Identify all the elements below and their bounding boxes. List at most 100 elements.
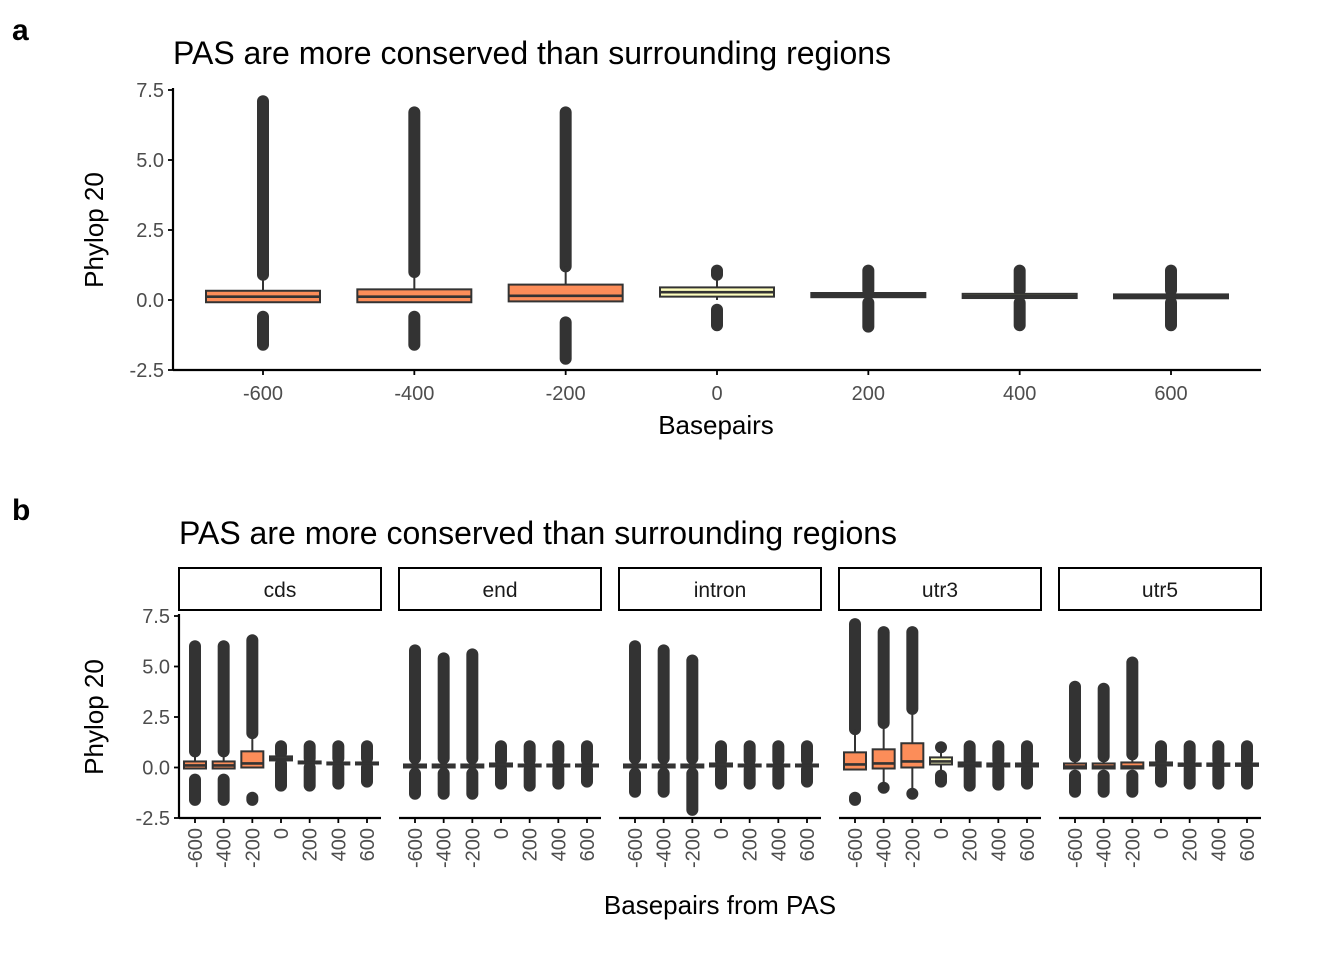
x-tick-label: 0 bbox=[711, 828, 733, 839]
box-x--400 bbox=[431, 652, 456, 800]
facet-strip bbox=[838, 567, 1042, 611]
x-tick-label: -400 bbox=[214, 828, 236, 868]
box-x--400 bbox=[1091, 682, 1116, 798]
x-tick-label: -600 bbox=[185, 828, 207, 868]
x-tick-label: -600 bbox=[243, 383, 283, 405]
panel-a-title: PAS are more conserved than surrounding … bbox=[173, 35, 891, 71]
x-tick-label: 600 bbox=[797, 828, 819, 861]
box-x--400 bbox=[871, 626, 896, 794]
iqr-box bbox=[900, 742, 925, 769]
box-x-0 bbox=[1149, 740, 1173, 788]
box-x--200 bbox=[1120, 656, 1145, 798]
x-tick-label: -600 bbox=[1065, 828, 1087, 868]
x-tick-label: 400 bbox=[328, 828, 350, 861]
x-tick-label: 400 bbox=[1003, 383, 1036, 405]
y-tick-label: 5.0 bbox=[136, 150, 164, 172]
box-x--200 bbox=[680, 654, 705, 816]
box-x--400 bbox=[211, 640, 236, 806]
box-x-400 bbox=[546, 740, 571, 790]
panel-a-plot: -2.5 0.0 2.5 5.0 7.5 -600 -400 -200 0 200 400 600 bbox=[130, 80, 1261, 405]
panel-a-letter: a bbox=[12, 14, 29, 47]
facet-cds: cds -2.5 0.0 2.5 5.0 7.5 -600 -400 -200 0 200 400 60… bbox=[136, 567, 382, 868]
box-x-200 bbox=[517, 740, 542, 792]
box-x-400 bbox=[326, 740, 351, 790]
x-tick-label: 0 bbox=[711, 383, 722, 405]
facet-utr3: utr3 -600 -400 -200 0 200 400 600 bbox=[838, 567, 1042, 868]
x-tick-label: -200 bbox=[462, 828, 484, 868]
box-x-0 bbox=[659, 264, 775, 332]
box-x-400 bbox=[986, 740, 1011, 791]
facet-strip-label: end bbox=[482, 579, 517, 602]
facet-strip bbox=[178, 567, 382, 611]
iqr-box bbox=[240, 750, 265, 769]
x-tick-label: -200 bbox=[546, 383, 586, 405]
facet-end: end -600 -400 -200 0 200 400 600 bbox=[398, 567, 602, 868]
box-x--400 bbox=[651, 644, 676, 798]
box-x-0 bbox=[709, 740, 733, 790]
box-x--600 bbox=[205, 95, 321, 351]
panel-b-y-axis-title: Phylop 20 bbox=[79, 659, 109, 775]
facet-utr5: utr5 -600 -400 -200 0 200 400 600 bbox=[1058, 567, 1262, 868]
iqr-box bbox=[871, 748, 896, 770]
x-tick-label: 200 bbox=[852, 383, 885, 405]
facet-strip bbox=[618, 567, 822, 611]
x-tick-label: -400 bbox=[874, 828, 896, 868]
box-x-0 bbox=[269, 740, 293, 792]
y-tick-label: 0.0 bbox=[142, 758, 170, 780]
x-tick-label: 600 bbox=[357, 828, 379, 861]
box-x-600 bbox=[1235, 740, 1259, 790]
y-tick-label: 7.5 bbox=[136, 80, 164, 102]
box-x--600 bbox=[623, 640, 647, 798]
iqr-box bbox=[507, 283, 624, 303]
box-x--600 bbox=[183, 640, 207, 806]
box-x-400 bbox=[766, 740, 791, 790]
panel-b-title: PAS are more conserved than surrounding … bbox=[179, 515, 897, 551]
y-tick-label: 7.5 bbox=[142, 606, 170, 628]
x-tick-label: 400 bbox=[548, 828, 570, 861]
panel-a-x-axis-title: Basepairs bbox=[658, 410, 774, 440]
box-x-600 bbox=[1113, 264, 1229, 332]
x-tick-label: -400 bbox=[1094, 828, 1116, 868]
box-x-200 bbox=[297, 740, 322, 792]
y-tick-label: -2.5 bbox=[130, 360, 164, 382]
facet-strip-label: cds bbox=[264, 579, 297, 602]
facet-strip bbox=[1058, 567, 1262, 611]
x-tick-label: -200 bbox=[242, 828, 264, 868]
outliers-high bbox=[935, 741, 947, 754]
box-x--600 bbox=[843, 618, 867, 806]
panel-b-x-axis-title: Basepairs from PAS bbox=[604, 890, 836, 920]
box-x--400 bbox=[356, 106, 473, 351]
box-x--600 bbox=[1063, 680, 1087, 798]
y-tick-label: -2.5 bbox=[136, 808, 170, 830]
x-tick-label: 200 bbox=[1180, 828, 1202, 861]
box-x-600 bbox=[1015, 740, 1039, 790]
x-tick-label: 200 bbox=[960, 828, 982, 861]
facet-strip-label: utr5 bbox=[1142, 579, 1178, 602]
x-tick-label: 600 bbox=[1237, 828, 1259, 861]
x-tick-label: -400 bbox=[654, 828, 676, 868]
box-x--200 bbox=[900, 626, 925, 800]
x-tick-label: -600 bbox=[625, 828, 647, 868]
y-tick-label: 5.0 bbox=[142, 657, 170, 679]
x-tick-label: -400 bbox=[434, 828, 456, 868]
x-tick-label: 0 bbox=[931, 828, 953, 839]
iqr-box bbox=[843, 751, 867, 771]
box-x--600 bbox=[403, 644, 427, 800]
box-x-200 bbox=[1177, 740, 1202, 790]
x-tick-label: 600 bbox=[577, 828, 599, 861]
x-tick-label: 600 bbox=[1154, 383, 1187, 405]
box-x-600 bbox=[355, 740, 379, 788]
x-tick-label: 0 bbox=[271, 828, 293, 839]
panel-b-plot: cds -2.5 0.0 2.5 5.0 7.5 -600 -400 -200 0 200 400 60… bbox=[136, 567, 1262, 868]
box-x-400 bbox=[961, 264, 1078, 332]
box-x--200 bbox=[460, 648, 485, 800]
x-tick-label: -600 bbox=[845, 828, 867, 868]
x-tick-label: -200 bbox=[1122, 828, 1144, 868]
box-x-0 bbox=[489, 740, 513, 790]
y-tick-label: 2.5 bbox=[142, 707, 170, 729]
x-tick-label: 200 bbox=[520, 828, 542, 861]
facet-strip-label: intron bbox=[694, 579, 747, 602]
x-tick-label: 200 bbox=[740, 828, 762, 861]
box-x-200 bbox=[810, 264, 927, 333]
x-tick-label: -200 bbox=[682, 828, 704, 868]
